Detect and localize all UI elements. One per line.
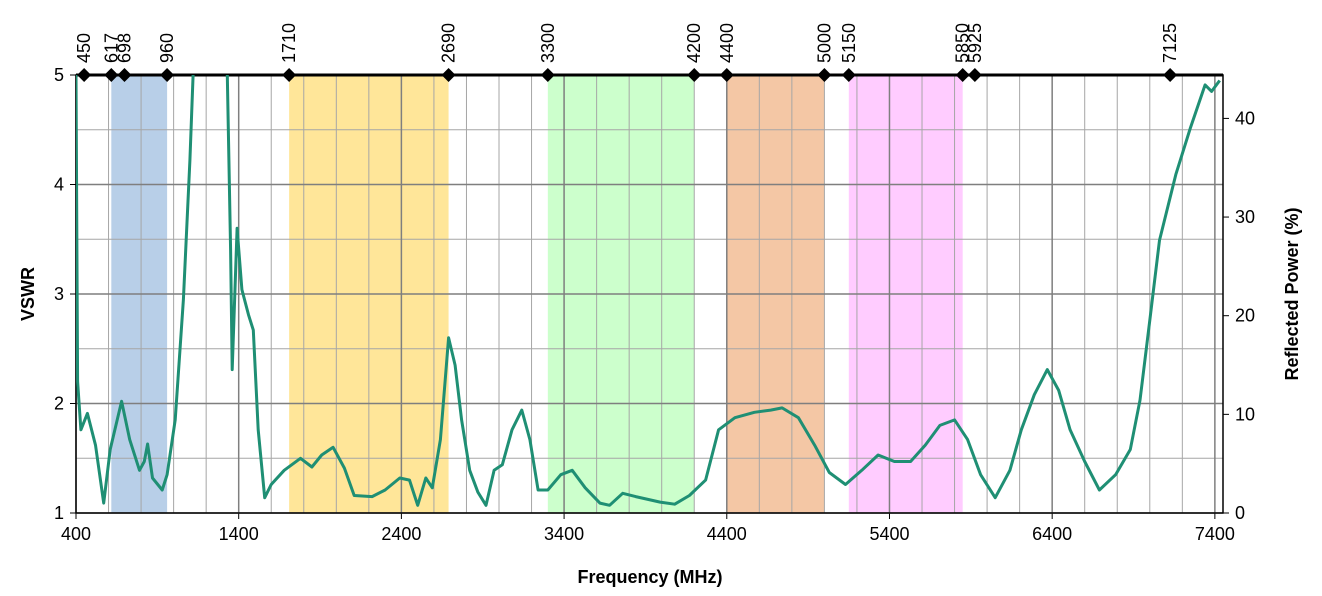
band-edge-label: 5850 [953, 23, 973, 63]
y-axis-title: VSWR [18, 267, 38, 321]
band-edge-marker [104, 68, 119, 82]
y2-tick-label: 20 [1235, 306, 1255, 326]
x-tick-label: 3400 [544, 524, 584, 544]
band-edge-label: 617 [101, 33, 121, 63]
band-edge-marker [160, 68, 175, 82]
band-edge-marker [687, 68, 702, 82]
band-edge-marker [817, 68, 832, 82]
x-tick-label: 4400 [707, 524, 747, 544]
band-edge-label: 7125 [1160, 23, 1180, 63]
band-edge-label: 5925 [965, 23, 985, 63]
x-axis-title: Frequency (MHz) [577, 567, 722, 587]
band-edge-label: 450 [74, 33, 94, 63]
band-edge-marker [282, 68, 297, 82]
band-edge-marker [117, 68, 132, 82]
y-tick-label: 2 [54, 394, 64, 414]
x-tick-label: 400 [61, 524, 91, 544]
band-edge-marker [955, 68, 970, 82]
band-edge-label: 5000 [814, 23, 834, 63]
band-edge-label: 3300 [538, 23, 558, 63]
band-edge-label: 960 [157, 33, 177, 63]
band-edge-label: 4400 [717, 23, 737, 63]
y2-tick-label: 40 [1235, 108, 1255, 128]
band-edge-marker [967, 68, 982, 82]
y-tick-label: 1 [54, 503, 64, 523]
band-edge-label: 4200 [684, 23, 704, 63]
x-tick-label: 2400 [381, 524, 421, 544]
band-edge-marker [719, 68, 734, 82]
y-tick-label: 5 [54, 65, 64, 85]
band-edge-marker [540, 68, 555, 82]
y-tick-label: 4 [54, 175, 64, 195]
band-edge-label: 5150 [839, 23, 859, 63]
band-edge-marker [841, 68, 856, 82]
band-edge-label: 2690 [439, 23, 459, 63]
x-tick-label: 6400 [1032, 524, 1072, 544]
x-tick-label: 5400 [869, 524, 909, 544]
y2-tick-label: 30 [1235, 207, 1255, 227]
x-tick-label: 1400 [219, 524, 259, 544]
vswr-line [76, 75, 1221, 507]
band-edge-label: 1710 [279, 23, 299, 63]
band-edge-marker [441, 68, 456, 82]
x-tick-label: 7400 [1195, 524, 1235, 544]
y2-tick-label: 10 [1235, 404, 1255, 424]
y-tick-label: 3 [54, 284, 64, 304]
band-edge-marker [77, 68, 92, 82]
y2-tick-label: 0 [1235, 503, 1245, 523]
y2-axis-title: Reflected Power (%) [1282, 207, 1302, 380]
band-edge-marker [1163, 68, 1178, 82]
band-edge-label: 698 [114, 33, 134, 63]
